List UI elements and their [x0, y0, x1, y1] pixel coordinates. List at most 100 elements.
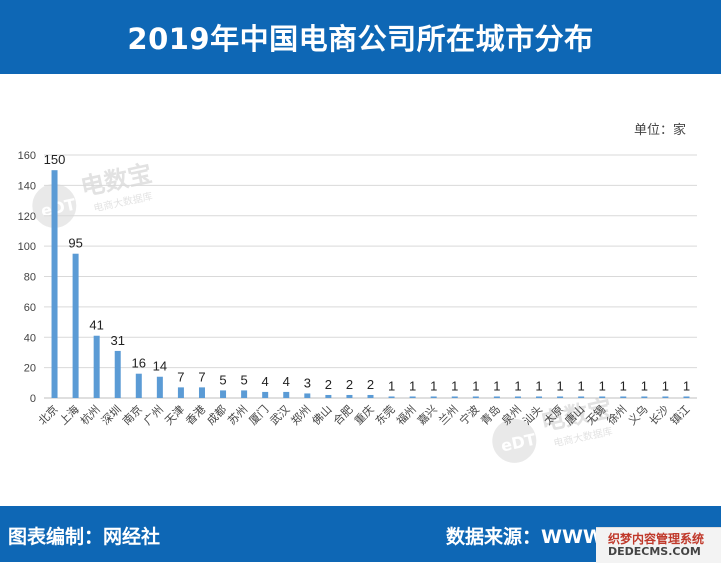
bar [451, 396, 458, 398]
bar [536, 396, 543, 398]
bar [409, 396, 416, 398]
bars [51, 170, 690, 398]
x-tick-label: 深圳 [99, 403, 124, 428]
x-tick-label: 重庆 [351, 402, 376, 427]
x-tick-label: 义乌 [625, 402, 650, 427]
data-label: 1 [599, 378, 606, 393]
data-label: 2 [325, 377, 332, 392]
bar [620, 396, 627, 398]
data-label: 95 [68, 236, 82, 251]
x-tick-label: 厦门 [246, 402, 271, 427]
bar [51, 170, 58, 398]
bar [662, 396, 669, 398]
badge-line-2: DEDECMS.COM [608, 545, 701, 558]
x-tick-label: 长沙 [647, 403, 672, 428]
x-tick-label: 成都 [204, 403, 229, 428]
bar [220, 390, 227, 398]
bar [262, 391, 269, 398]
bar [578, 396, 585, 398]
data-label: 1 [683, 378, 690, 393]
x-tick-label: 南京 [119, 402, 144, 427]
bar [599, 396, 606, 398]
y-tick-label: 0 [30, 393, 36, 405]
bar [388, 396, 395, 398]
data-label: 5 [240, 372, 247, 387]
bar [325, 394, 332, 398]
data-label: 2 [346, 377, 353, 392]
bar [93, 335, 100, 398]
data-label: 31 [110, 333, 124, 348]
data-label: 1 [556, 378, 563, 393]
bar [177, 387, 184, 398]
data-label: 1 [388, 378, 395, 393]
x-tick-label: 福州 [393, 402, 418, 427]
bar [346, 394, 353, 398]
y-tick-label: 40 [24, 332, 36, 344]
x-tick-label: 佛山 [310, 403, 335, 428]
x-tick-label: 兰州 [436, 403, 461, 428]
chart-header: 2019年中国电商公司所在城市分布 [0, 0, 721, 74]
x-tick-label: 香港 [183, 403, 208, 428]
unit-label: 单位：家 [634, 123, 687, 138]
badge-line-1: 织梦内容管理系统 [608, 532, 705, 546]
bar [156, 376, 163, 398]
bar [493, 396, 500, 398]
bar [241, 390, 248, 398]
bar [367, 394, 374, 398]
dedecms-badge: 织梦内容管理系统 DEDECMS.COM [596, 527, 721, 563]
data-label: 1 [662, 378, 669, 393]
data-label: 14 [153, 359, 167, 374]
y-tick-label: 80 [24, 272, 36, 284]
x-tick-label: 天津 [162, 403, 187, 428]
watermark-cloud-icon [492, 418, 537, 463]
data-label: 4 [283, 374, 290, 389]
bar [641, 396, 648, 398]
y-tick-label: 20 [24, 363, 36, 375]
x-tick-label: 武汉 [268, 403, 293, 428]
x-tick-label: 镇江 [667, 402, 692, 427]
x-tick-label: 广州 [141, 403, 166, 428]
y-axis-ticks: 0 20 40 60 80 100 120 140 160 [18, 150, 36, 405]
data-label: 41 [89, 318, 103, 333]
data-label: 1 [430, 378, 437, 393]
data-label: 1 [472, 378, 479, 393]
data-label: 1 [493, 378, 500, 393]
x-tick-label: 合肥 [330, 402, 355, 427]
x-tick-label: 青岛 [478, 402, 503, 427]
bar [283, 391, 290, 398]
y-tick-label: 140 [18, 180, 36, 192]
data-label: 1 [409, 378, 416, 393]
gridlines [44, 154, 697, 399]
y-tick-label: 120 [18, 211, 36, 223]
chart-editor: 图表编制：网经社 [8, 526, 161, 548]
data-label: 2 [367, 377, 374, 392]
data-label: 1 [514, 378, 521, 393]
bar [472, 396, 479, 398]
bar [114, 350, 121, 398]
data-label: 1 [451, 378, 458, 393]
data-label: 7 [198, 369, 205, 384]
bar [514, 396, 521, 398]
y-tick-label: 60 [24, 302, 36, 314]
bar [304, 393, 311, 398]
bar [135, 373, 142, 398]
x-tick-label: 北京 [35, 402, 60, 427]
bar [198, 387, 205, 398]
data-label: 1 [578, 378, 585, 393]
data-label: 1 [535, 378, 542, 393]
data-label: 5 [219, 372, 226, 387]
bar [683, 396, 690, 398]
bar [72, 253, 79, 398]
x-tick-label: 宁波 [456, 402, 481, 427]
y-tick-label: 100 [18, 241, 36, 253]
x-tick-label: 嘉兴 [414, 402, 439, 427]
data-label: 16 [132, 356, 146, 371]
data-label: 1 [620, 378, 627, 393]
bar [557, 396, 564, 398]
data-label: 7 [177, 369, 184, 384]
data-label: 3 [304, 375, 311, 390]
